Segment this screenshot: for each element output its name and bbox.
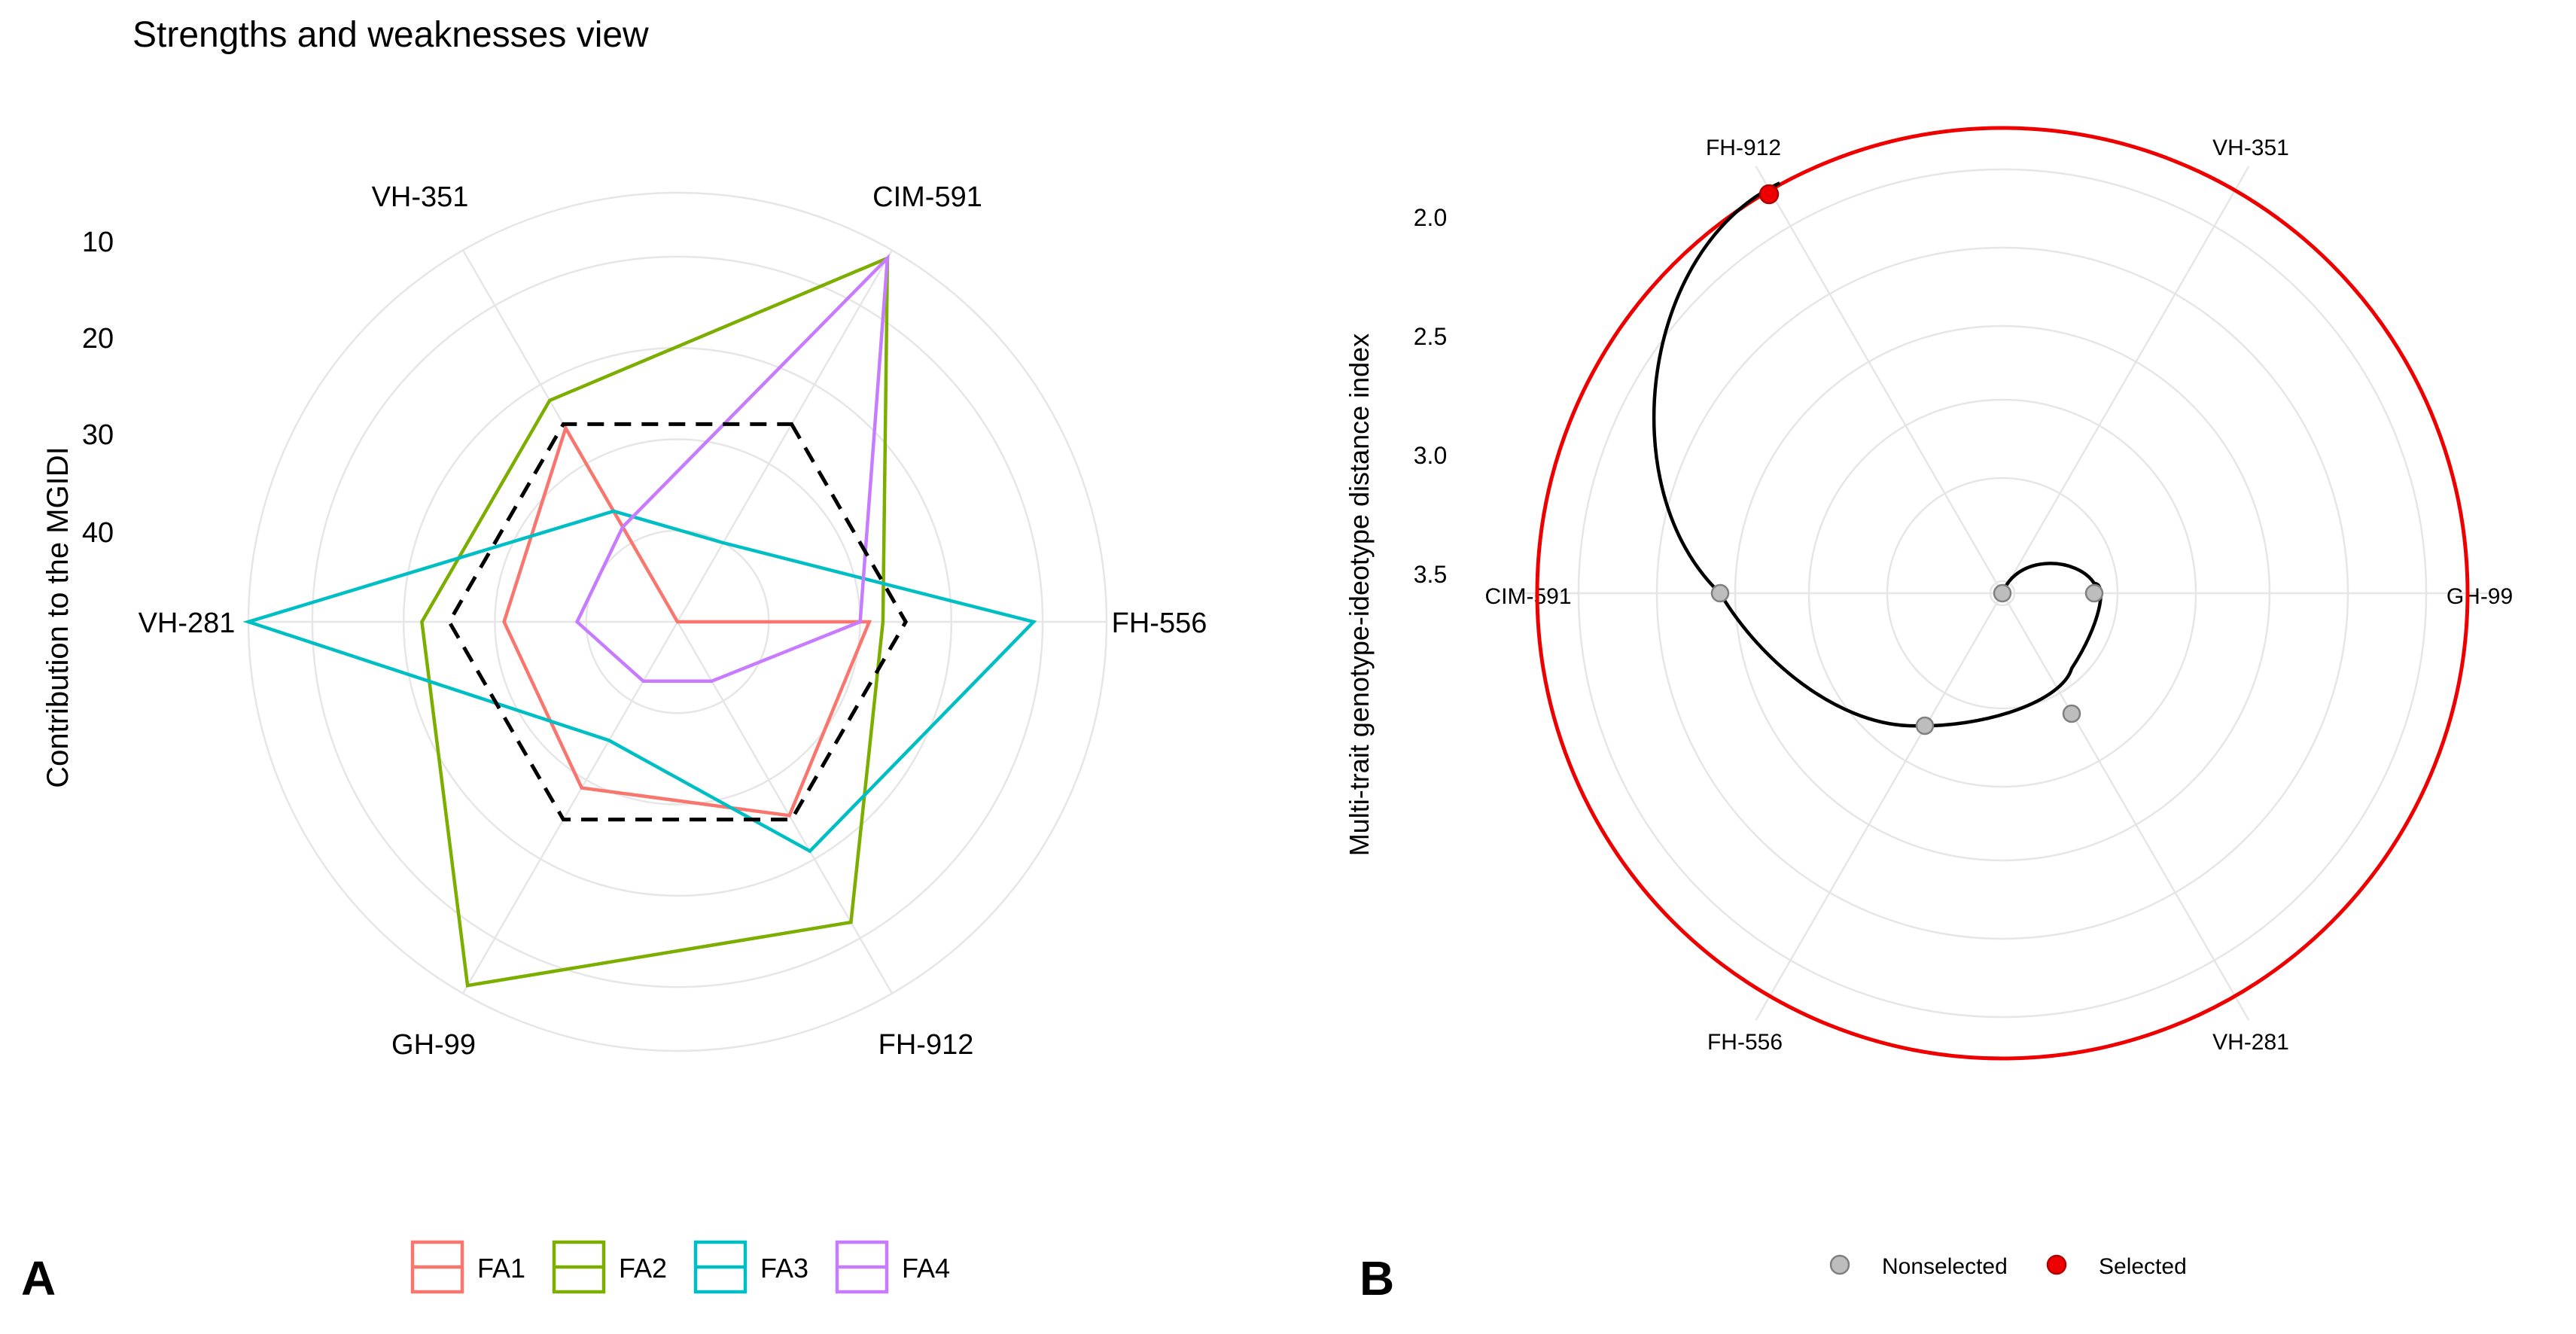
- grid-spoke-3: [2001, 592, 2250, 1021]
- point-gh-99: [2084, 583, 2104, 603]
- panel-b: 2.0 2.5 3.0 3.5 VH-351 GH-99 VH-281 FH-556 CIM-…: [1344, 126, 2513, 1305]
- tick-label-10: 10: [82, 227, 114, 258]
- category-label-gh-99: GH-99: [2447, 584, 2513, 609]
- grid-spoke-gh-99: [461, 621, 679, 994]
- selection-cutoff-circle: [1535, 126, 2470, 1061]
- point-fh-912: [1758, 184, 1780, 205]
- panel-a-letter: A: [21, 1251, 56, 1305]
- tick-label-20: 20: [82, 323, 114, 355]
- tick-label-40: 40: [82, 517, 114, 549]
- spiral-line: [1652, 181, 2103, 728]
- series-fa1: [502, 424, 872, 818]
- panel-a-legend: FA1 FA2 FA3 FA4: [410, 1240, 950, 1294]
- series-fa4: [574, 253, 890, 684]
- panel-a-title: Strengths and weaknesses view: [132, 15, 649, 55]
- panel-b-ticks: 2.0 2.5 3.0 3.5: [1414, 204, 1447, 588]
- grid-spoke-6: [1755, 166, 2004, 594]
- point-fh-556: [1915, 716, 1935, 736]
- category-label-fh-556: FH-556: [1112, 608, 1207, 639]
- category-label-vh-351: VH-351: [2212, 136, 2289, 160]
- category-label-fh-556: FH-556: [1707, 1030, 1783, 1055]
- category-label-cim-591: CIM-591: [1484, 584, 1571, 609]
- grid-spoke-4: [1755, 592, 2004, 1021]
- category-label-vh-281: VH-281: [2212, 1030, 2289, 1055]
- panel-a-ticks: 10 20 30 40: [82, 227, 114, 549]
- tick-label-3-0: 3.0: [1414, 442, 1447, 469]
- category-label-fh-912: FH-912: [1706, 136, 1781, 160]
- legend-key-selected: [2046, 1254, 2067, 1275]
- legend-label-fa4: FA4: [902, 1253, 950, 1284]
- series-fa2: [420, 255, 890, 988]
- panel-b-grid: [1509, 166, 2495, 1021]
- tick-label-2-5: 2.5: [1414, 323, 1447, 350]
- panel-b-category-labels: VH-351 GH-99 VH-281 FH-556 CIM-591 FH-912: [1484, 136, 2513, 1055]
- series-fa3: [242, 509, 1037, 854]
- panel-b-ylabel: Multi-trait genotype-ideotype distance i…: [1344, 334, 1375, 856]
- category-label-vh-281: VH-281: [139, 608, 236, 639]
- legend-label-fa2: FA2: [619, 1253, 667, 1284]
- panel-b-letter: B: [1360, 1251, 1394, 1305]
- point-cim-591: [1710, 583, 1730, 603]
- panel-a-category-labels: CIM-591 FH-556 FH-912 GH-99 VH-281 VH-351: [139, 181, 1207, 1061]
- tick-label-2-0: 2.0: [1414, 204, 1447, 231]
- category-label-gh-99: GH-99: [391, 1029, 476, 1061]
- grid-spoke-fh-912: [676, 621, 894, 994]
- panel-a-ylabel: Contribution to the MGIDI: [41, 446, 75, 788]
- grid-spoke-cim-591: [676, 249, 894, 623]
- category-label-vh-351: VH-351: [372, 181, 469, 213]
- category-label-fh-912: FH-912: [878, 1029, 974, 1061]
- point-vh-351: [1993, 583, 2012, 603]
- series-ideotype: [446, 422, 909, 822]
- tick-label-30: 30: [82, 419, 114, 451]
- legend-label-nonselected: Nonselected: [1882, 1254, 2008, 1279]
- grid-spoke-1: [2001, 166, 2250, 594]
- category-label-cim-591: CIM-591: [872, 181, 982, 213]
- point-vh-281: [2062, 704, 2081, 723]
- panel-b-marks: [1535, 126, 2470, 1061]
- tick-label-3-5: 3.5: [1414, 561, 1447, 588]
- legend-key-nonselected: [1829, 1254, 1850, 1275]
- legend-label-fa1: FA1: [477, 1253, 525, 1284]
- legend-label-selected: Selected: [2099, 1254, 2187, 1279]
- panel-b-legend: Nonselected Selected: [1829, 1254, 2187, 1279]
- panel-a: Strengths and weaknesses view 10 20 30 40 C…: [21, 15, 1207, 1305]
- legend-label-fa3: FA3: [760, 1253, 808, 1284]
- panel-a-series: [242, 253, 1037, 988]
